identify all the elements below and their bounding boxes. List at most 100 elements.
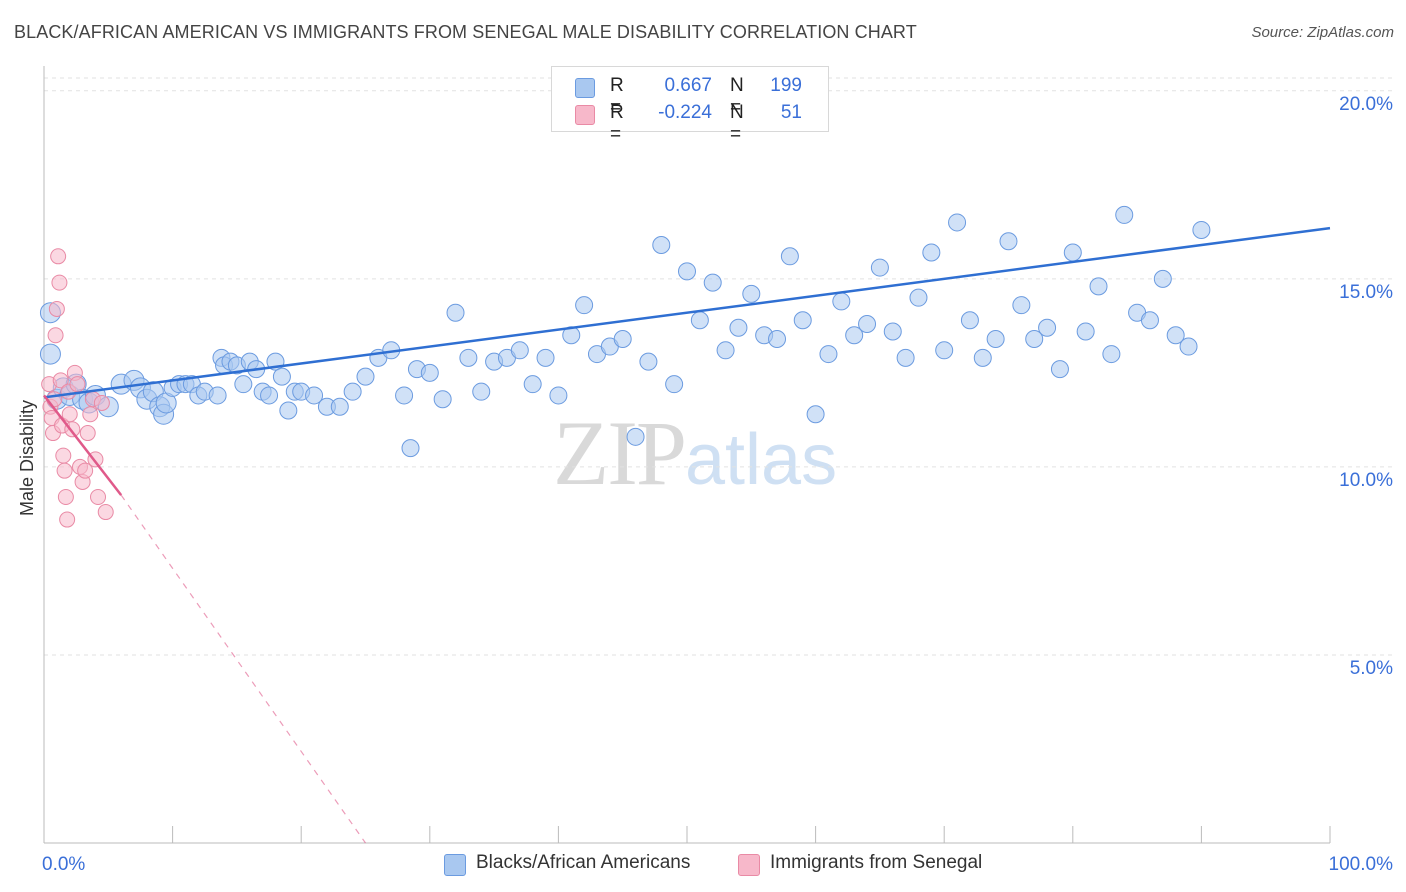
data-point [536,348,555,367]
data-point [523,375,542,394]
legend-n-label: N = [730,75,744,118]
legend-r-label: R = [610,102,624,145]
data-point [845,326,864,345]
data-point [960,311,979,330]
data-point [59,511,76,528]
trendline-senegal-extension [120,494,366,844]
data-point [401,439,420,458]
watermark: ZIPatlas [553,400,837,506]
data-point [729,318,748,337]
data-point [472,382,491,401]
data-point [433,390,452,409]
x-tick-label: 100.0% [1329,854,1394,875]
bottom-legend-swatch-blacks [444,854,466,876]
data-point [90,488,107,505]
data-point [549,386,568,405]
data-point [1179,337,1198,356]
data-point [272,367,291,386]
data-point [613,330,632,349]
data-point [1089,277,1108,296]
data-point [703,273,722,292]
data-point [343,382,362,401]
data-point [652,236,671,255]
data-point [1050,360,1069,379]
data-point [780,247,799,266]
data-point [39,343,61,365]
trendline-blacks [43,226,1331,399]
data-point [626,427,645,446]
data-point [52,372,69,389]
data-point [61,406,78,423]
legend-r-label: R = [610,75,624,118]
data-point [97,504,114,521]
y-tick-label: 5.0% [1350,658,1393,679]
y-tick-label: 15.0% [1339,282,1393,303]
data-point [948,213,967,232]
data-point [93,394,110,411]
data-point [819,345,838,364]
data-point [46,391,63,408]
data-point [57,488,74,505]
data-point [922,243,941,262]
data-point [420,363,439,382]
legend-n-value: 199 [770,75,802,96]
data-point [1063,243,1082,262]
data-point [279,401,298,420]
data-point [793,311,812,330]
bottom-legend-label: Immigrants from Senegal [770,852,983,873]
data-point [1192,220,1211,239]
data-point [575,296,594,315]
data-point [56,462,73,479]
watermark-zip: ZIP [553,402,687,504]
data-point [1038,318,1057,337]
data-point [1025,330,1044,349]
data-point [305,386,324,405]
trendline-senegal [43,394,123,496]
data-point [1140,311,1159,330]
data-point [1115,205,1134,224]
data-point [459,348,478,367]
bottom-legend-swatch-senegal [738,854,760,876]
series-senegal [41,248,114,528]
x-tick-label: 0.0% [42,854,85,875]
data-point [260,386,279,405]
data-point [510,341,529,360]
data-point [69,376,86,393]
data-point [665,375,684,394]
data-point [1076,322,1095,341]
data-point [79,425,96,442]
data-point [356,367,375,386]
data-point [51,274,68,291]
data-point [55,447,72,464]
data-point [77,462,94,479]
legend-swatch-blacks [575,78,595,98]
y-tick-label: 20.0% [1339,94,1393,115]
data-point [234,375,253,394]
data-point [1102,345,1121,364]
data-point [208,386,227,405]
data-point [1166,326,1185,345]
data-point [858,314,877,333]
source-credit: Source: ZipAtlas.com [1251,24,1394,41]
data-point [678,262,696,281]
data-point [395,386,414,405]
data-point [330,397,349,416]
stats-legend: R = 0.667 N = 199 R = -0.224 N = 51 [551,66,829,145]
data-point [446,303,465,322]
data-point [883,322,902,341]
data-point [690,311,709,330]
data-point [768,330,787,349]
data-point [870,258,889,277]
data-point [973,348,992,367]
data-point [742,284,761,303]
data-point [1153,269,1172,288]
data-point [909,288,928,307]
data-point [82,406,99,423]
series-blacks [39,205,1211,458]
data-point [50,248,67,265]
chart-title: BLACK/AFRICAN AMERICAN VS IMMIGRANTS FRO… [14,22,917,42]
watermark-atlas: atlas [685,420,838,500]
legend-r-value: -0.224 [658,102,712,123]
legend-r-value: 0.667 [664,75,712,96]
